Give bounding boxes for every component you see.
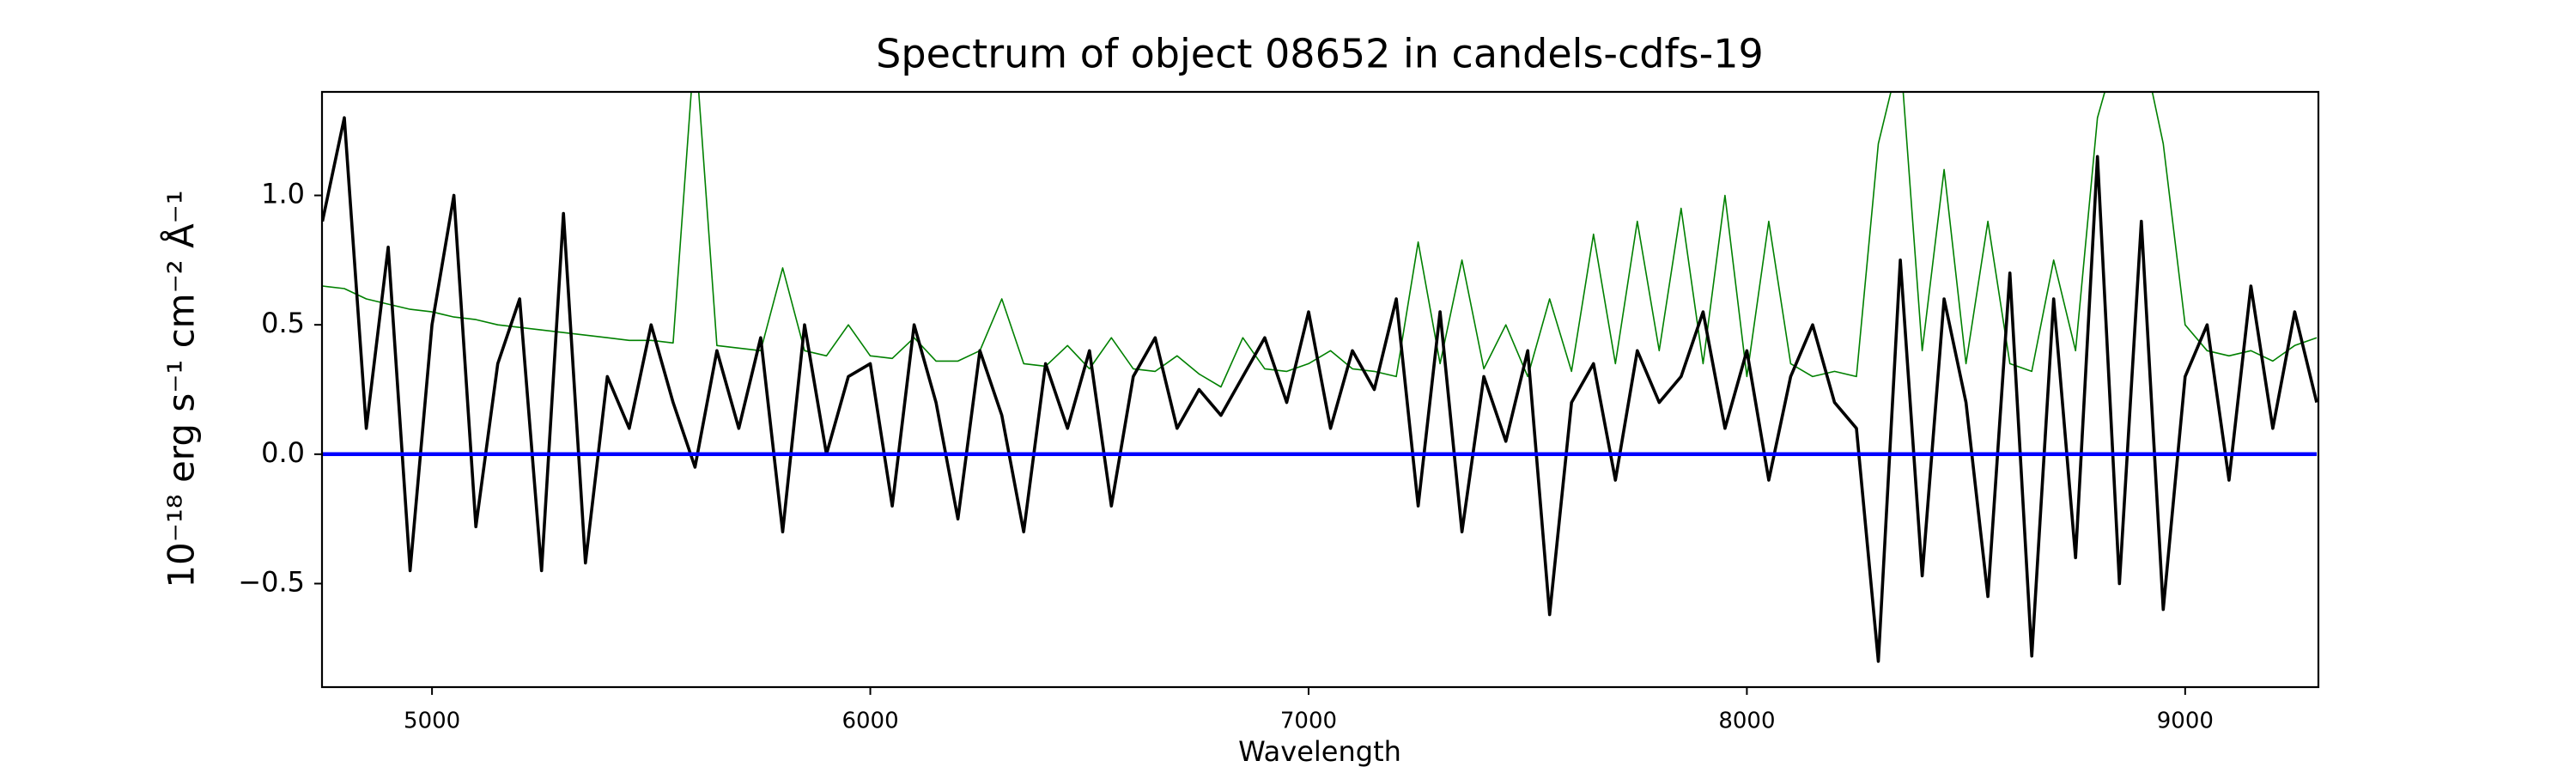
x-axis-label: Wavelength (1238, 735, 1401, 768)
y-tick-label: 0.0 (261, 436, 305, 469)
y-tick-label: −0.5 (238, 565, 305, 598)
y-tick-label: 1.0 (261, 178, 305, 210)
x-tick-label: 9000 (2157, 709, 2214, 734)
plot-area (322, 92, 2318, 663)
chart-title: Spectrum of object 08652 in candels-cdfs… (876, 31, 1764, 77)
spectrum-line (322, 116, 2318, 663)
x-tick-label: 6000 (841, 709, 898, 734)
y-tick-label: 0.5 (261, 307, 305, 339)
y-axis-label: 10⁻¹⁸ erg s⁻¹ cm⁻² Å⁻¹ (160, 190, 203, 587)
x-tick-label: 7000 (1280, 709, 1337, 734)
plot-frame (320, 90, 2320, 689)
x-tick-label: 5000 (404, 709, 460, 734)
x-tick-label: 8000 (1718, 709, 1775, 734)
